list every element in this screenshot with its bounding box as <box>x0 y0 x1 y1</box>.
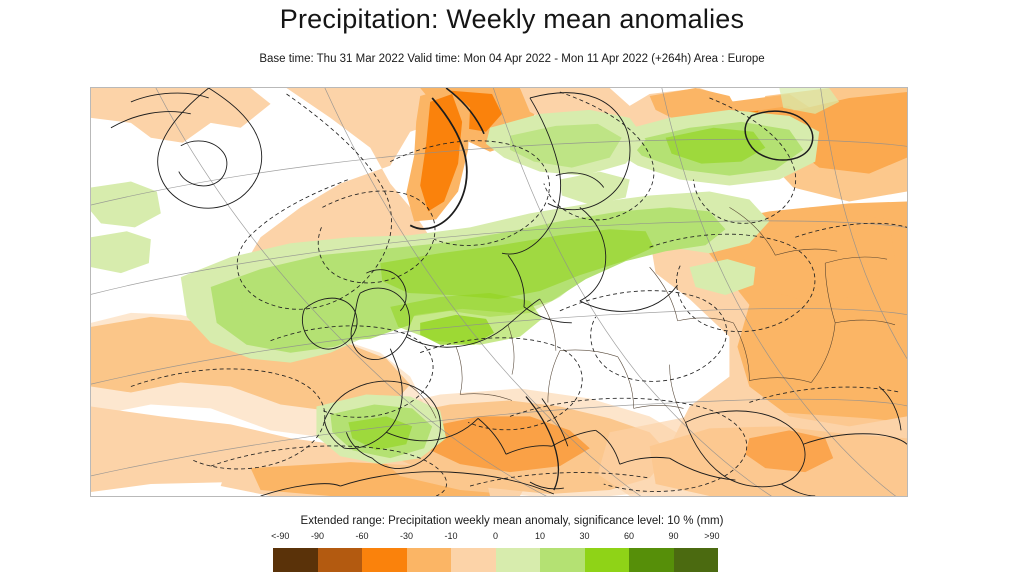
colorbar: <-90 -90 -60 -30 -10 0 10 30 60 90 >90 <box>271 531 720 572</box>
colorbar-swatch <box>451 548 496 572</box>
colorbar-tick: -90 <box>310 531 325 541</box>
colorbar-tick: >90 <box>704 531 720 541</box>
colorbar-tick: 0 <box>492 531 499 541</box>
anomaly-map <box>90 87 908 497</box>
colorbar-tick-labels: <-90 -90 -60 -30 -10 0 10 30 60 90 >90 <box>271 531 720 546</box>
colorbar-tick: 90 <box>668 531 679 541</box>
colorbar-swatch <box>584 548 629 572</box>
country-borders <box>408 207 896 423</box>
colorbar-swatch <box>629 548 674 572</box>
colorbar-swatches <box>273 548 718 572</box>
colorbar-tick: 60 <box>623 531 635 541</box>
map-canvas <box>91 88 907 496</box>
significance-contours <box>130 91 907 496</box>
colorbar-tick: -60 <box>355 531 369 541</box>
colorbar-swatch <box>540 548 585 572</box>
page-subtitle: Base time: Thu 31 Mar 2022 Valid time: M… <box>259 53 765 65</box>
colorbar-tick: 30 <box>579 531 590 541</box>
coastlines <box>110 88 907 496</box>
colorbar-tick: -30 <box>399 531 414 541</box>
page-title: Precipitation: Weekly mean anomalies <box>279 4 745 34</box>
colorbar-caption: Extended range: Precipitation weekly mea… <box>300 515 724 527</box>
colorbar-swatch <box>406 548 451 572</box>
colorbar-swatch <box>273 548 318 572</box>
colorbar-tick: 10 <box>534 531 546 541</box>
colorbar-swatch <box>362 548 407 572</box>
colorbar-tick: -10 <box>444 531 458 541</box>
colorbar-tick: <-90 <box>271 531 290 541</box>
positive-anomaly-shading <box>91 88 840 465</box>
colorbar-swatch <box>317 548 362 572</box>
colorbar-swatch <box>495 548 540 572</box>
colorbar-swatch <box>673 548 718 572</box>
